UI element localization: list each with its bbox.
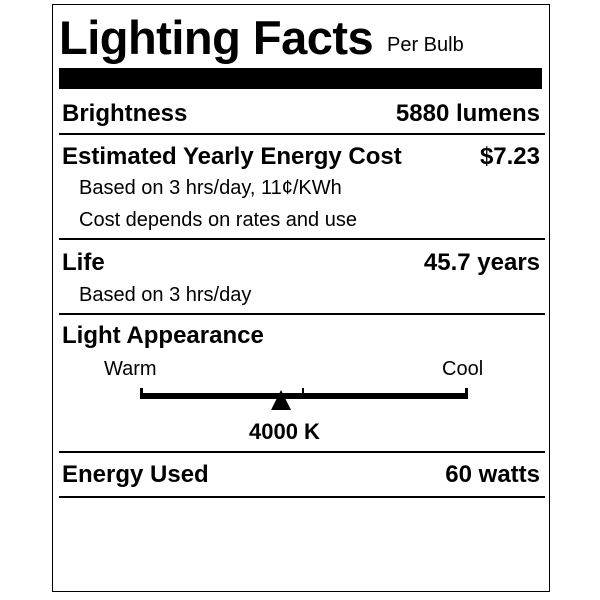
- energy-cost-label: Estimated Yearly Energy Cost: [62, 143, 402, 170]
- brightness-value: 5880 lumens: [395, 100, 540, 127]
- brightness-label: Brightness: [62, 100, 188, 127]
- energy-used-value: 60 watts: [445, 461, 540, 488]
- divider: [59, 451, 545, 453]
- scale-tick-cool: [465, 388, 468, 399]
- cool-label: Cool: [442, 358, 484, 380]
- divider: [59, 133, 545, 135]
- energy-cost-note: Cost depends on rates and use: [79, 209, 357, 231]
- color-temperature-value: 4000 K: [249, 419, 320, 444]
- label-title: Lighting Facts: [59, 11, 374, 64]
- energy-cost-value: $7.23: [479, 143, 540, 170]
- divider: [59, 313, 545, 315]
- header-bar: [59, 68, 542, 89]
- energy-cost-note: Based on 3 hrs/day, 11¢/KWh: [79, 177, 342, 199]
- scale-tick-warm: [140, 388, 143, 399]
- divider: [59, 238, 545, 240]
- life-label: Life: [62, 249, 105, 276]
- warm-label: Warm: [104, 358, 157, 380]
- life-note: Based on 3 hrs/day: [79, 284, 252, 306]
- energy-used-label: Energy Used: [62, 461, 209, 488]
- appearance-label: Light Appearance: [62, 322, 264, 349]
- life-value: 45.7 years: [423, 249, 540, 276]
- label-subtitle: Per Bulb: [387, 34, 464, 56]
- scale-marker: [271, 390, 292, 410]
- lighting-facts-label: [52, 4, 550, 592]
- divider: [59, 496, 545, 498]
- scale-tick-mid: [302, 388, 304, 399]
